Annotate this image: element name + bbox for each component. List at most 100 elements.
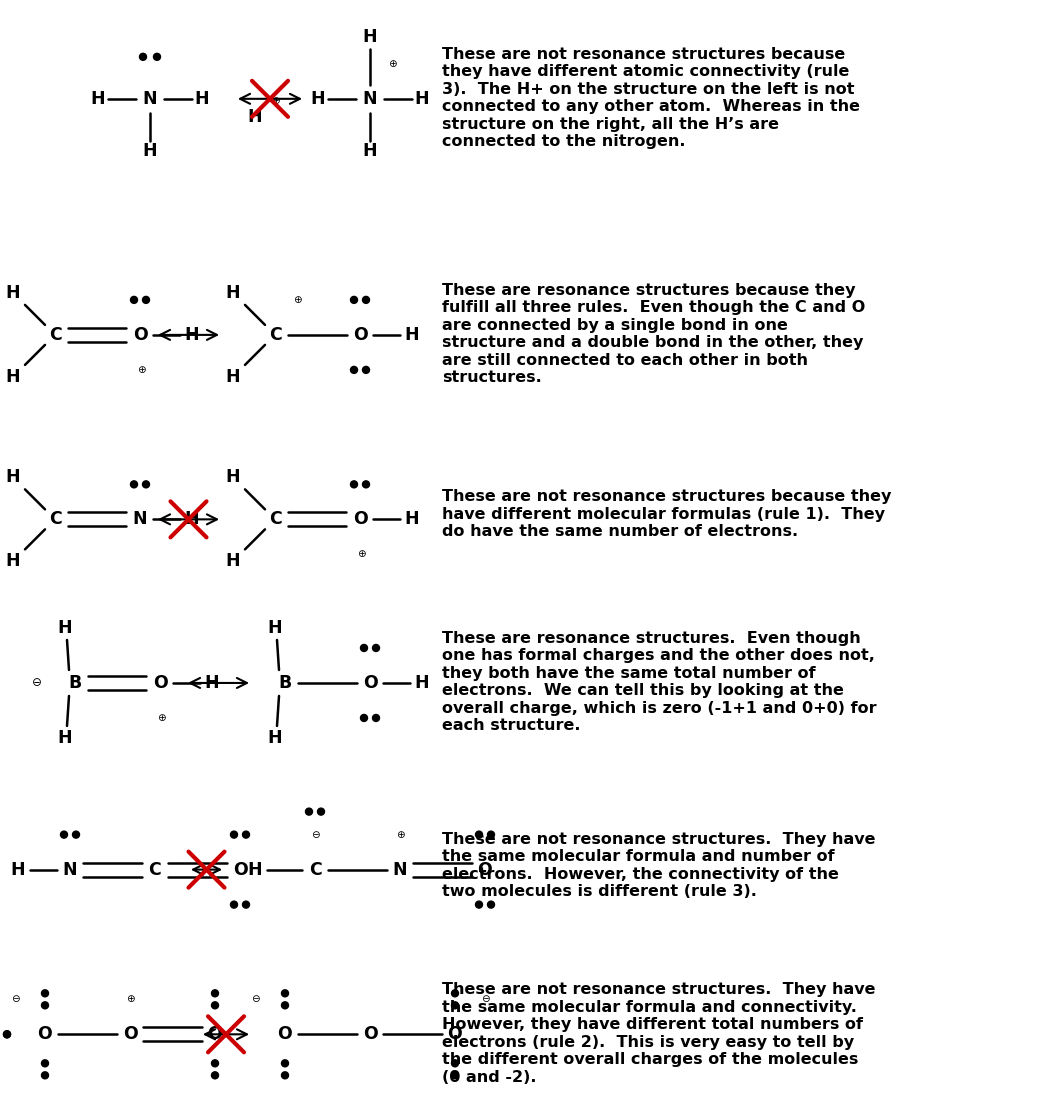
Text: one has formal charges and the other does not,: one has formal charges and the other doe… [442,649,875,663]
Circle shape [42,1001,48,1009]
Text: two molecules is different (rule 3).: two molecules is different (rule 3). [442,884,757,899]
Circle shape [153,54,161,60]
Text: H: H [5,368,20,385]
Circle shape [452,1001,459,1009]
Circle shape [281,989,289,997]
Circle shape [281,1001,289,1009]
Text: connected to the nitrogen.: connected to the nitrogen. [442,134,686,149]
Circle shape [211,1001,218,1009]
Circle shape [476,901,483,908]
Circle shape [61,831,67,838]
Text: O: O [123,1026,138,1043]
Text: H: H [268,729,282,747]
Text: H: H [226,552,240,570]
Text: connected to any other atom.  Whereas in the: connected to any other atom. Whereas in … [442,99,860,114]
Circle shape [211,1072,218,1079]
Text: structure on the right, all the H’s are: structure on the right, all the H’s are [442,116,779,132]
Text: O: O [208,1026,223,1043]
Text: H: H [248,861,262,878]
Text: H: H [404,326,419,344]
Text: H: H [143,142,158,160]
Text: ⊕: ⊕ [293,295,301,305]
Text: H: H [362,27,377,46]
Text: ⊕: ⊕ [156,713,166,722]
Circle shape [362,481,370,488]
Text: B: B [278,674,292,692]
Text: ⊖: ⊖ [10,995,19,1005]
Circle shape [373,715,379,721]
Text: have different molecular formulas (rule 1).  They: have different molecular formulas (rule … [442,507,885,522]
Circle shape [373,645,379,651]
Text: These are not resonance structures because they: These are not resonance structures becau… [442,490,891,504]
Text: H: H [185,511,200,528]
Circle shape [42,989,48,997]
Circle shape [243,831,250,838]
Circle shape [362,367,370,373]
Text: B: B [68,674,82,692]
Text: do have the same number of electrons.: do have the same number of electrons. [442,525,798,539]
Text: These are resonance structures.  Even though: These are resonance structures. Even tho… [442,631,861,646]
Circle shape [231,831,237,838]
Text: However, they have different total numbers of: However, they have different total numbe… [442,1018,863,1032]
Circle shape [351,367,357,373]
Text: O: O [132,326,147,344]
Text: O: O [362,674,377,692]
Text: ⊖: ⊖ [481,995,489,1005]
Text: (0 and -2).: (0 and -2). [442,1069,537,1085]
Text: N: N [143,90,158,108]
Text: O: O [353,511,367,528]
Circle shape [72,831,80,838]
Circle shape [231,901,237,908]
Text: are connected by a single bond in one: are connected by a single bond in one [442,318,788,333]
Text: 3).  The H+ on the structure on the left is not: 3). The H+ on the structure on the left … [442,82,855,97]
Text: C: C [269,511,281,528]
Circle shape [360,715,368,721]
Circle shape [351,481,357,488]
Text: ⊖: ⊖ [251,995,259,1005]
Text: H: H [226,368,240,385]
Circle shape [143,481,149,488]
Text: O: O [38,1026,52,1043]
Text: H: H [362,142,377,160]
Circle shape [281,1060,289,1067]
Text: N: N [63,861,78,878]
Text: C: C [309,861,321,878]
Text: structure and a double bond in the other, they: structure and a double bond in the other… [442,335,863,350]
Text: they have different atomic connectivity (rule: they have different atomic connectivity … [442,65,849,79]
Text: H: H [311,90,326,108]
Text: ⊕: ⊕ [387,59,397,69]
Circle shape [317,808,324,815]
Text: each structure.: each structure. [442,718,581,733]
Text: H: H [194,90,209,108]
Text: These are not resonance structures.  They have: These are not resonance structures. They… [442,983,876,997]
Text: ⊖: ⊖ [33,676,42,690]
Text: ⊕: ⊕ [136,365,145,374]
Text: they both have the same total number of: they both have the same total number of [442,666,816,681]
Text: H: H [226,469,240,486]
Text: H: H [205,674,219,692]
Circle shape [243,901,250,908]
Text: electrons.  We can tell this by looking at the: electrons. We can tell this by looking a… [442,683,844,698]
Text: H: H [5,284,20,302]
Circle shape [452,1060,459,1067]
Text: O: O [152,674,167,692]
Circle shape [42,1060,48,1067]
Circle shape [362,296,370,303]
Text: ⊕: ⊕ [357,549,365,559]
Circle shape [130,296,138,303]
Text: N: N [393,861,407,878]
Text: C: C [149,861,162,878]
Text: H: H [185,326,200,344]
Text: H: H [90,90,105,108]
Circle shape [452,1072,459,1079]
Circle shape [487,901,495,908]
Text: H: H [404,511,419,528]
Text: C: C [48,511,61,528]
Text: N: N [132,511,147,528]
Text: H: H [415,90,429,108]
Text: ⊕: ⊕ [126,995,134,1005]
Text: overall charge, which is zero (-1+1 and 0+0) for: overall charge, which is zero (-1+1 and … [442,701,877,716]
Text: H: H [226,284,240,302]
Circle shape [360,645,368,651]
Circle shape [3,1031,10,1038]
